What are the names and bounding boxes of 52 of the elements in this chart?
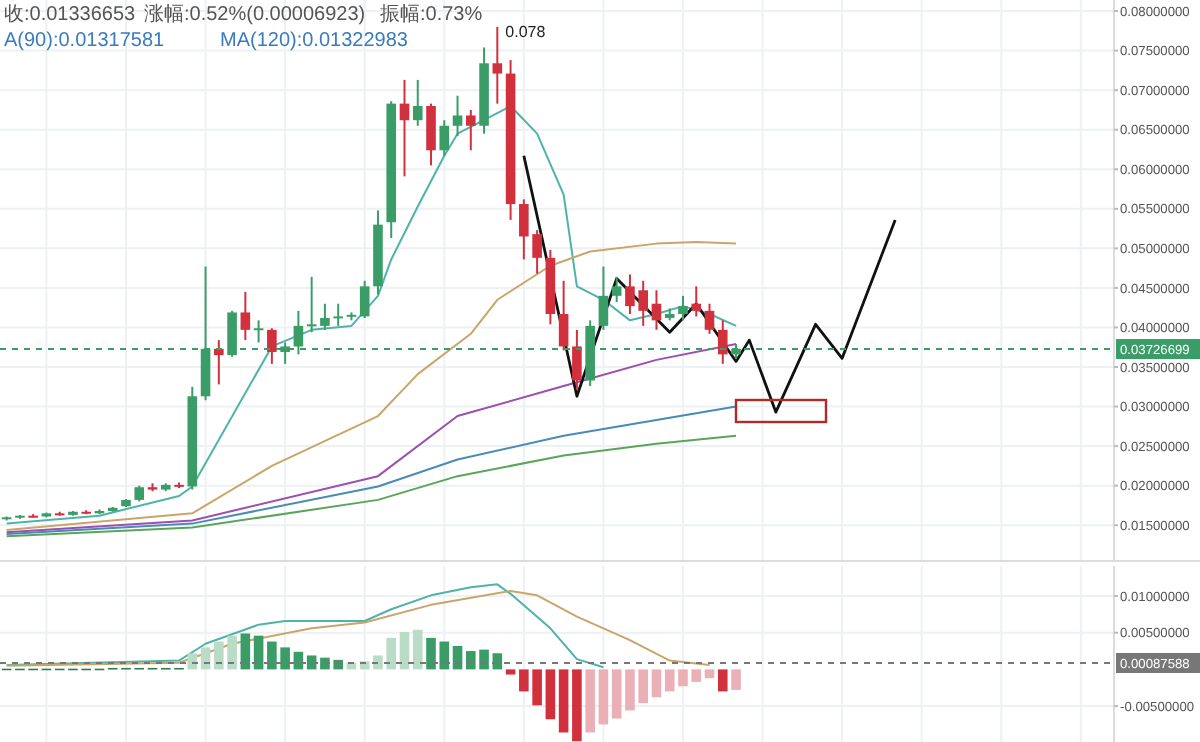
candlestick	[240, 290, 251, 342]
candlestick	[412, 78, 423, 127]
line-series	[5, 405, 738, 535]
candlestick	[651, 289, 662, 331]
bar	[572, 669, 582, 742]
candlestick	[439, 119, 450, 157]
bar	[412, 629, 423, 670]
candlestick	[717, 319, 728, 365]
annotation: 涨幅:0.52%(0.00006923)	[144, 2, 366, 26]
bar	[399, 632, 410, 670]
candlestick	[598, 265, 609, 331]
candlestick	[704, 302, 715, 335]
candlestick	[572, 328, 582, 391]
bar	[704, 669, 715, 679]
bar	[545, 669, 556, 720]
bar	[651, 669, 662, 698]
candlestick	[333, 302, 343, 327]
annotation: A(90):0.01317581	[4, 30, 165, 52]
line-series	[5, 434, 738, 538]
bar	[585, 669, 595, 733]
bar	[505, 669, 516, 675]
candlestick	[678, 294, 688, 322]
candlestick	[611, 275, 622, 304]
candlestick	[306, 275, 317, 334]
candlestick	[452, 94, 463, 138]
line-series	[5, 589, 711, 667]
bar	[187, 653, 198, 670]
annotation: 0.078	[505, 22, 547, 41]
bar	[611, 669, 622, 719]
annotation: 振幅:0.73%	[380, 2, 483, 26]
line-series	[5, 241, 738, 531]
bar	[558, 669, 569, 733]
line-series	[5, 583, 605, 669]
annotation: MA(120):0.01322983	[220, 30, 409, 52]
line-series	[522, 154, 897, 414]
annotation: 收:0.01336653	[4, 4, 137, 26]
candlestick	[399, 78, 410, 178]
candlestick	[466, 108, 476, 152]
candlestick	[320, 302, 330, 331]
candlestick	[426, 102, 436, 167]
candlestick	[492, 25, 503, 105]
candlestick	[558, 279, 569, 352]
candlestick	[691, 285, 702, 318]
bar	[240, 633, 251, 670]
candlestick	[267, 327, 277, 365]
candlestick	[253, 319, 264, 344]
bar	[731, 669, 741, 690]
line-series	[5, 104, 738, 525]
line-series	[5, 343, 738, 534]
bar	[717, 669, 728, 692]
bar	[598, 669, 609, 725]
candlestick	[359, 279, 370, 319]
